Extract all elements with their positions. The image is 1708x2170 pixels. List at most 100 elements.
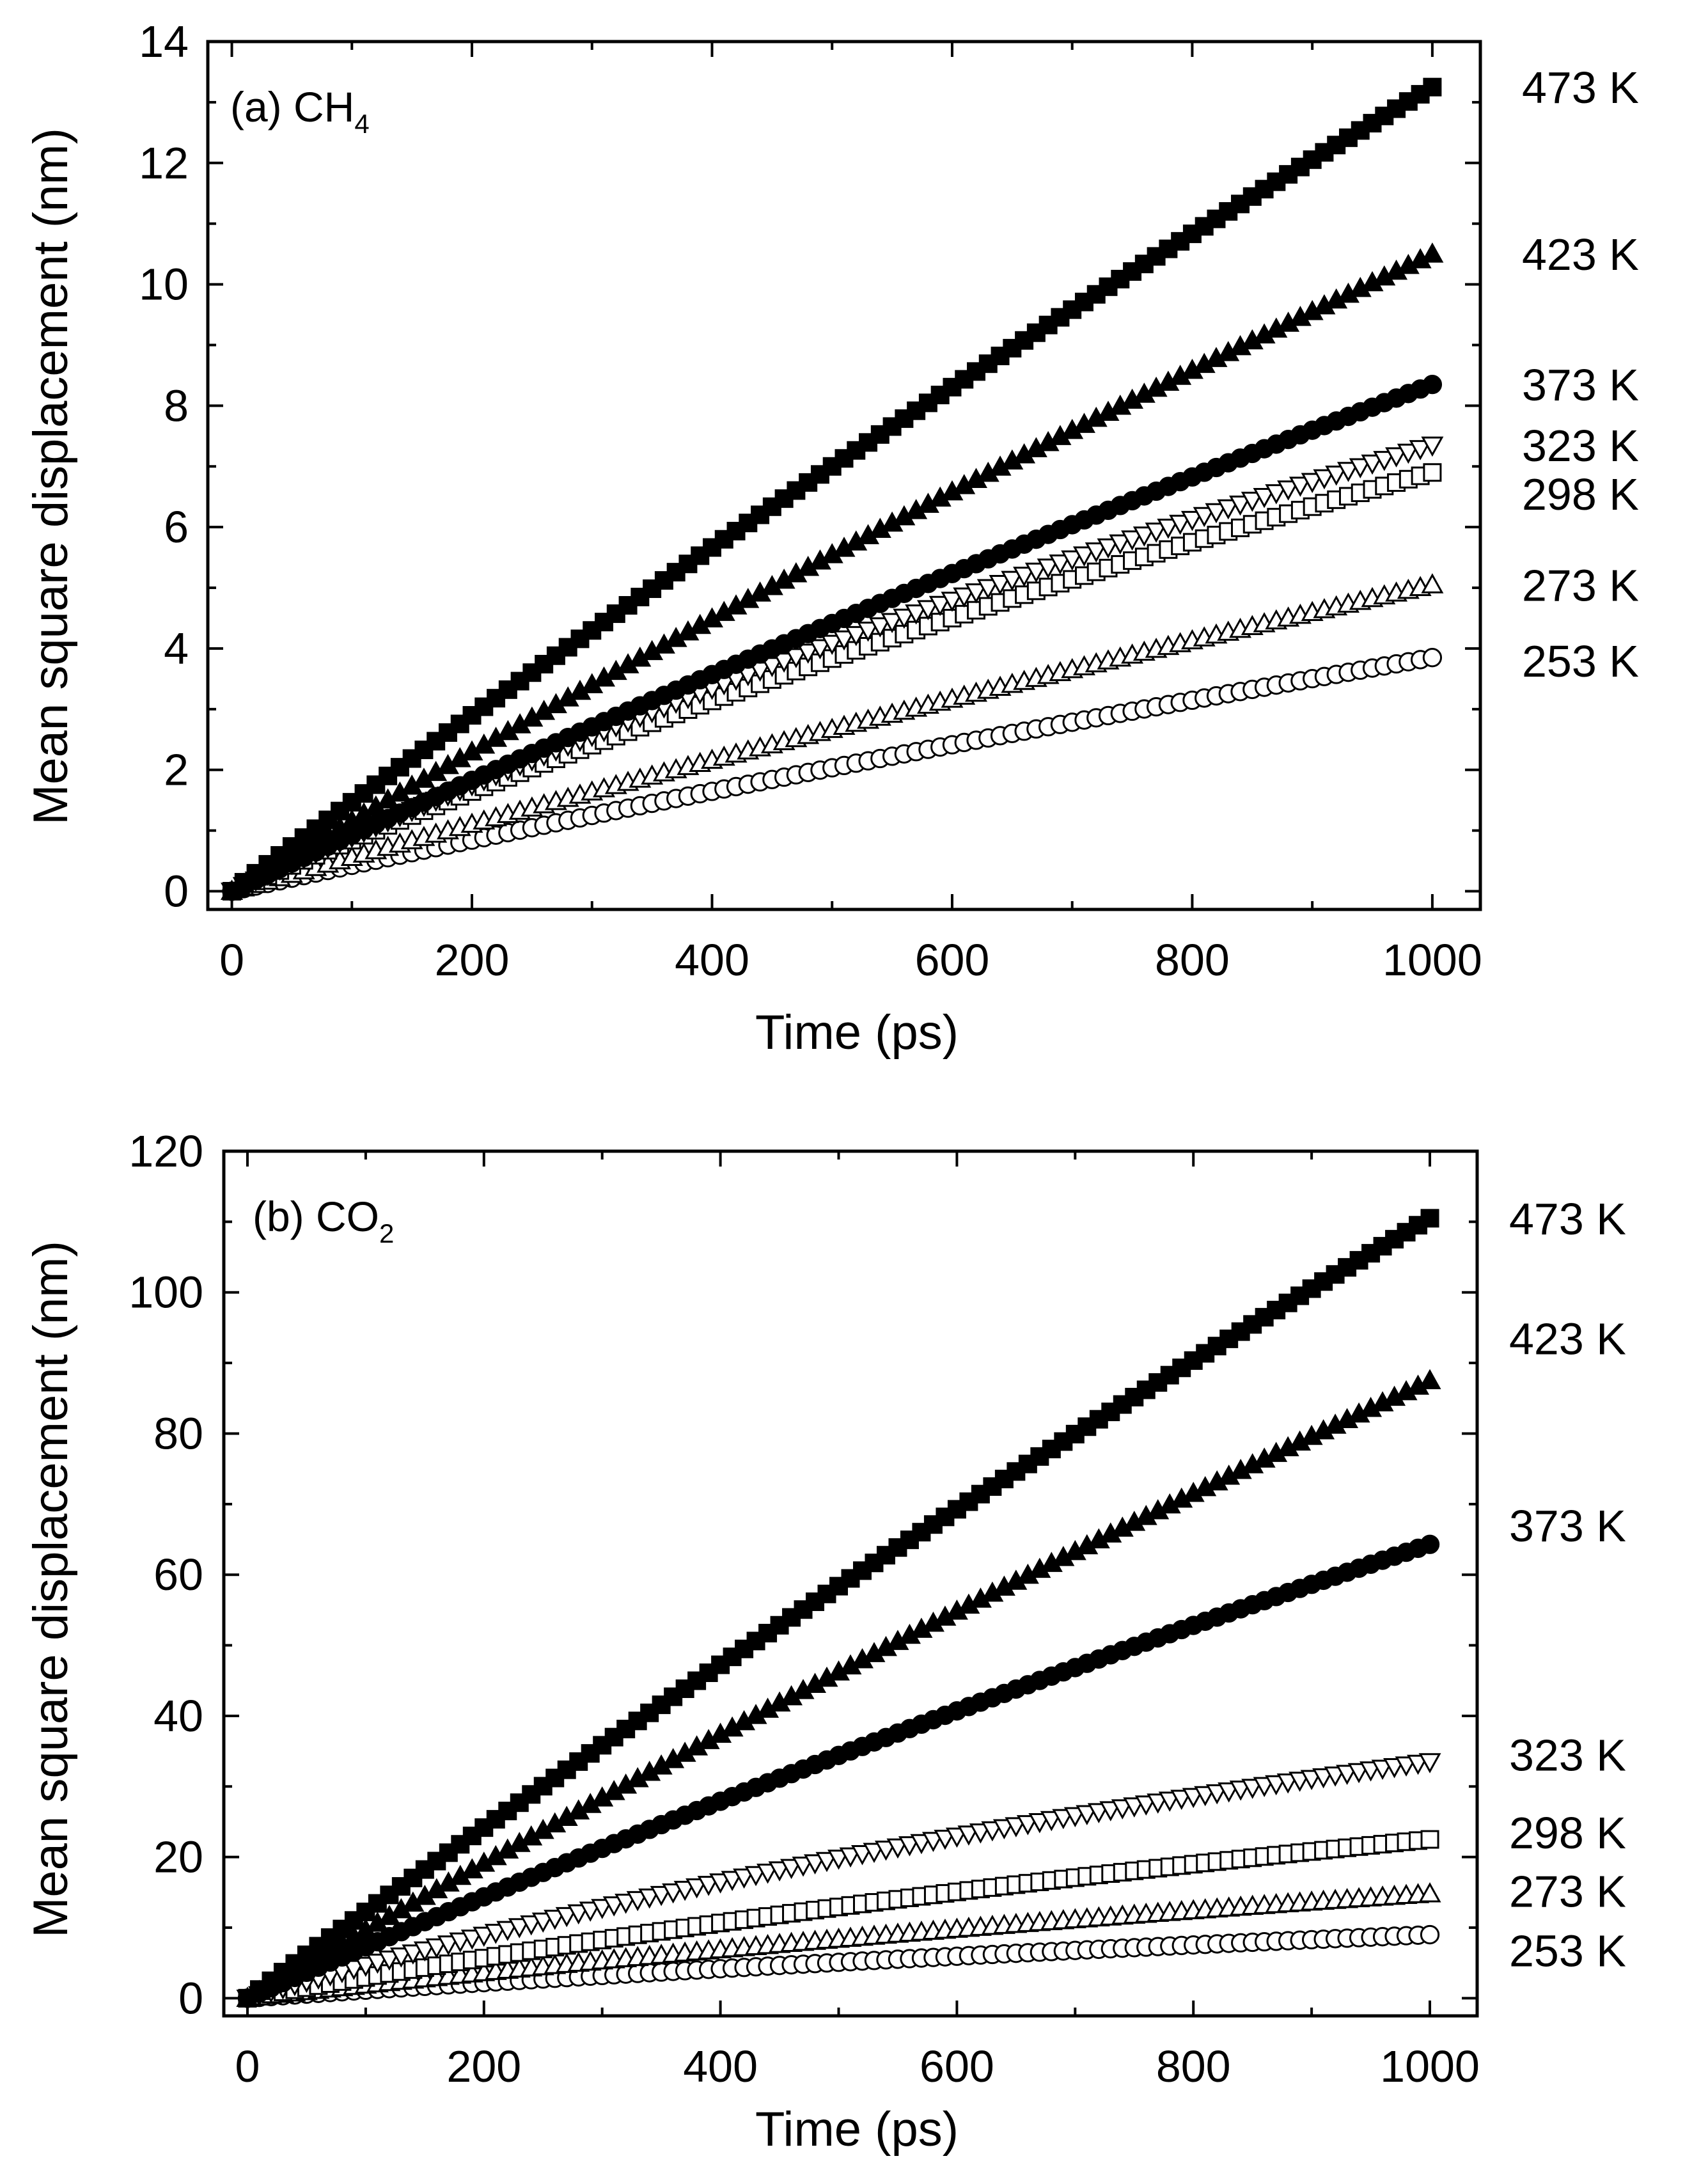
data-point-323-k bbox=[1193, 507, 1216, 528]
series-label: 323 K bbox=[1509, 1731, 1626, 1781]
data-point-323-k bbox=[857, 622, 880, 642]
data-point-323-k bbox=[1157, 518, 1180, 539]
data-point-323-k bbox=[1024, 562, 1047, 583]
data-point-323-k bbox=[1397, 443, 1420, 464]
data-point-323-k bbox=[785, 648, 808, 668]
data-point-423-k bbox=[1418, 1369, 1441, 1390]
x-tick-label: 200 bbox=[446, 2041, 521, 2091]
y-tick-label: 6 bbox=[164, 502, 189, 552]
data-point-323-k bbox=[602, 1896, 625, 1917]
data-point-323-k bbox=[1301, 473, 1324, 494]
data-point-423-k bbox=[1421, 242, 1444, 263]
data-point-323-k bbox=[1097, 538, 1120, 559]
data-point-373-k bbox=[1420, 1534, 1440, 1554]
data-point-323-k bbox=[928, 595, 952, 617]
data-point-323-k bbox=[1072, 546, 1095, 567]
plot-frame bbox=[222, 1149, 1479, 2018]
data-point-323-k bbox=[850, 1845, 874, 1866]
ticks-layer: 0 200 400 600 800 1000 0 2 4 6 8 10 12 14 bbox=[139, 17, 1482, 985]
data-point-323-k bbox=[1180, 510, 1203, 531]
data-point-323-k bbox=[650, 1885, 673, 1907]
x-tick-label: 800 bbox=[1156, 2041, 1231, 2091]
x-axis-title: Time (ps) bbox=[755, 1005, 959, 1060]
data-point-323-k bbox=[544, 1910, 567, 1930]
data-point-323-k bbox=[721, 1871, 744, 1891]
data-point-323-k bbox=[531, 1912, 554, 1933]
data-point-323-k bbox=[1205, 503, 1228, 524]
data-point-473-k bbox=[595, 613, 614, 632]
data-point-323-k bbox=[709, 1873, 732, 1894]
data-point-323-k bbox=[484, 1924, 507, 1944]
data-point-323-k bbox=[686, 1878, 709, 1899]
data-point-473-k bbox=[366, 775, 386, 794]
panel-title-main: (a) CH bbox=[230, 83, 354, 130]
data-point-323-k bbox=[772, 652, 795, 673]
data-point-323-k bbox=[1085, 542, 1108, 563]
data-point-323-k bbox=[881, 613, 904, 634]
series-layer bbox=[236, 1209, 1441, 2010]
series-373-k bbox=[222, 375, 1443, 901]
data-point-323-k bbox=[1109, 534, 1132, 555]
y-tick-label: 40 bbox=[153, 1691, 203, 1741]
data-point-323-k bbox=[797, 643, 820, 664]
data-point-323-k bbox=[615, 1893, 638, 1914]
data-point-323-k bbox=[1121, 530, 1144, 551]
y-tick-label: 10 bbox=[139, 260, 189, 310]
data-point-323-k bbox=[1373, 451, 1396, 471]
data-point-323-k bbox=[389, 1947, 412, 1968]
panel-title-subscript: 2 bbox=[379, 1218, 394, 1248]
y-tick-label: 8 bbox=[164, 381, 189, 430]
y-tick-label: 0 bbox=[178, 1973, 203, 2023]
series-273-k bbox=[236, 1882, 1441, 2007]
x-tick-label: 600 bbox=[920, 2041, 994, 2091]
data-point-323-k bbox=[402, 1944, 425, 1965]
data-point-323-k bbox=[1385, 447, 1408, 468]
series-label: 473 K bbox=[1522, 63, 1639, 113]
data-point-323-k bbox=[868, 617, 891, 638]
series-423-k bbox=[236, 1369, 1441, 2007]
series-label: 423 K bbox=[1522, 230, 1639, 279]
data-point-323-k bbox=[744, 1866, 767, 1887]
data-point-298-k bbox=[1423, 463, 1442, 482]
y-tick-label: 2 bbox=[164, 745, 189, 795]
data-point-323-k bbox=[555, 1907, 578, 1928]
data-point-473-k bbox=[882, 417, 902, 436]
data-point-323-k bbox=[953, 587, 976, 608]
data-point-323-k bbox=[1145, 523, 1168, 543]
data-point-273-k bbox=[1418, 1882, 1441, 1903]
data-point-323-k bbox=[354, 1956, 377, 1977]
series-label: 373 K bbox=[1522, 360, 1639, 410]
data-point-323-k bbox=[804, 1854, 827, 1875]
data-point-323-k bbox=[916, 600, 939, 620]
data-point-323-k bbox=[808, 639, 831, 659]
data-point-323-k bbox=[1418, 1753, 1441, 1773]
data-point-323-k bbox=[941, 592, 964, 612]
series-473-k bbox=[223, 77, 1442, 901]
data-point-323-k bbox=[827, 1850, 850, 1870]
x-tick-label: 800 bbox=[1155, 935, 1230, 985]
plot-frame bbox=[206, 40, 1482, 911]
data-point-323-k bbox=[1361, 454, 1384, 475]
series-label: 473 K bbox=[1509, 1194, 1626, 1244]
data-point-323-k bbox=[1289, 476, 1312, 497]
y-tick-label: 0 bbox=[164, 867, 189, 916]
data-point-323-k bbox=[567, 1904, 590, 1925]
data-point-323-k bbox=[1037, 558, 1060, 579]
data-point-323-k bbox=[815, 1852, 838, 1873]
x-tick-label: 400 bbox=[683, 2041, 758, 2091]
data-point-323-k bbox=[874, 1841, 897, 1861]
data-point-323-k bbox=[697, 1876, 720, 1896]
data-point-323-k bbox=[1061, 550, 1084, 571]
data-point-323-k bbox=[893, 608, 916, 629]
data-point-323-k bbox=[1132, 526, 1156, 547]
data-point-323-k bbox=[496, 1921, 519, 1942]
panel-title: (a) CH4 bbox=[230, 83, 370, 139]
data-point-323-k bbox=[1241, 491, 1264, 512]
data-point-323-k bbox=[1313, 469, 1336, 490]
data-point-323-k bbox=[1217, 499, 1240, 520]
data-point-323-k bbox=[733, 1868, 756, 1889]
series-label: 273 K bbox=[1522, 560, 1639, 610]
data-point-323-k bbox=[1013, 567, 1036, 587]
